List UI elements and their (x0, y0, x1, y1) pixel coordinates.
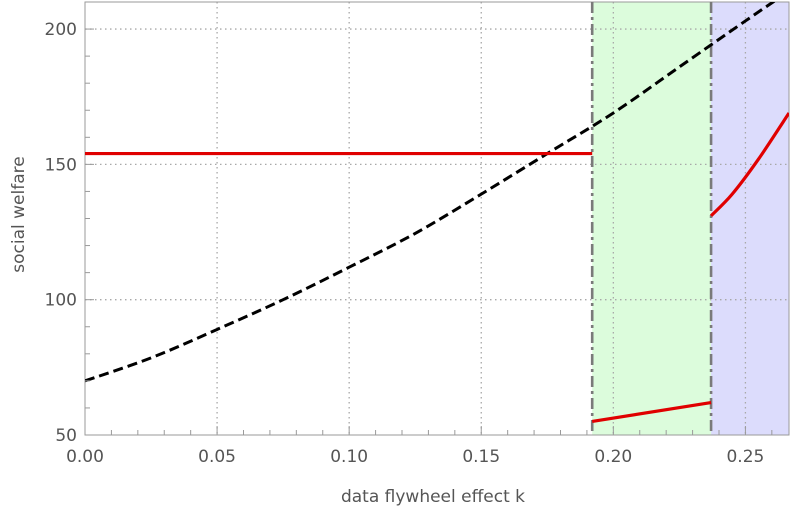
x-tick-label-1: 0.05 (198, 447, 236, 467)
shaded-region-2 (711, 2, 789, 435)
x-tick-label-4: 0.20 (594, 447, 632, 467)
series-line-1 (85, 2, 776, 383)
x-tick-label-3: 0.15 (462, 447, 500, 467)
y-tick-label-2: 150 (45, 155, 77, 175)
x-tick-label-2: 0.10 (330, 447, 368, 467)
shaded-region-1 (592, 2, 712, 435)
y-tick-label-3: 200 (45, 20, 77, 40)
x-axis-title: data flywheel effect k (341, 487, 525, 507)
series-lines (85, 2, 789, 424)
x-tick-label-5: 0.25 (726, 447, 764, 467)
axis-labels: 0.00 0.05 0.10 0.15 0.20 0.25 50 100 150 200 data … (9, 20, 764, 507)
region-boundaries (590, 2, 713, 435)
y-axis-title: social welfare (9, 156, 29, 272)
series-line-4 (709, 112, 789, 217)
series-line-3 (591, 400, 712, 424)
y-tick-label-1: 100 (45, 291, 77, 311)
x-tick-label-0: 0.00 (66, 447, 104, 467)
gridlines (85, 2, 789, 435)
axis-ticks (84, 1, 773, 436)
y-tick-label-0: 50 (55, 426, 77, 446)
shaded-regions (592, 2, 789, 435)
